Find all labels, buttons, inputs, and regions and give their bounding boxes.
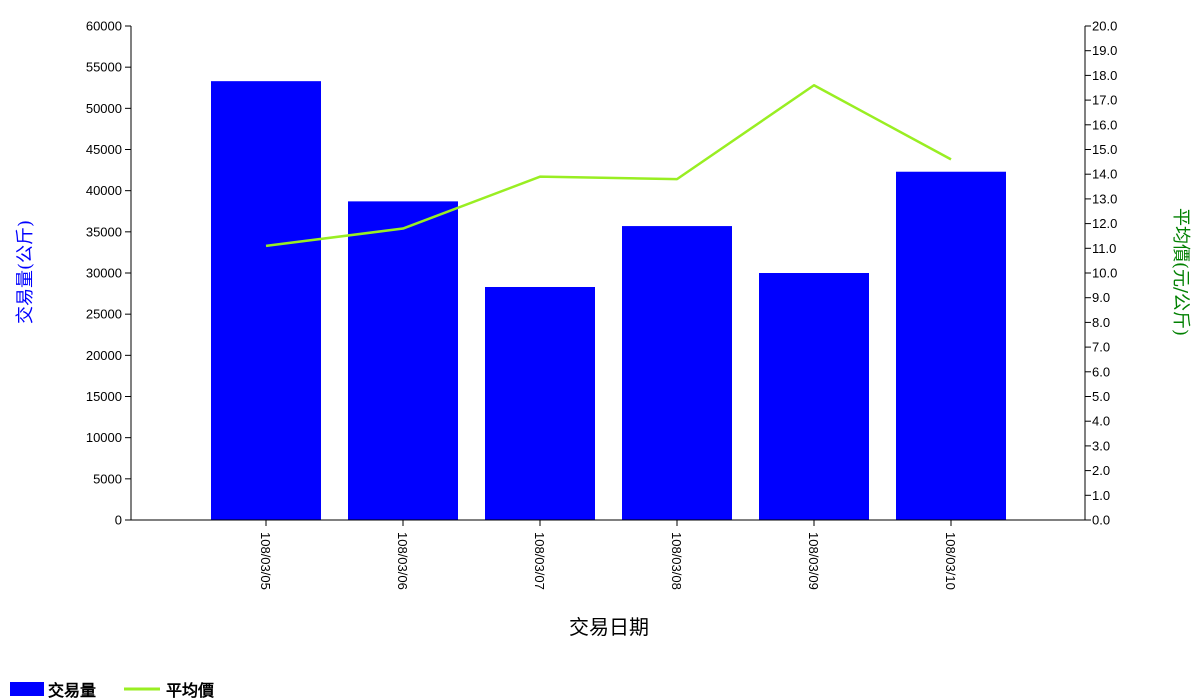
y-right-tick-label: 5.0	[1092, 389, 1110, 404]
legend-bar-label: 交易量	[48, 681, 96, 699]
y-right-tick-label: 19.0	[1092, 43, 1117, 58]
y-tick-label: 20000	[86, 348, 122, 363]
bar-108/03/08	[622, 226, 732, 520]
legend: 交易量 平均價	[10, 681, 215, 699]
price-line	[265, 84, 952, 248]
bar-108/03/05	[211, 81, 321, 520]
y-right-tick-label: 2.0	[1092, 463, 1110, 478]
y-tick-label: 25000	[86, 307, 122, 322]
bar-108/03/06	[348, 201, 458, 520]
y-right-tick-label: 15.0	[1092, 142, 1117, 157]
x-tick-label: 108/03/09	[806, 532, 821, 590]
y-right-tick-label: 8.0	[1092, 315, 1110, 330]
y-right-tick-label: 4.0	[1092, 414, 1110, 429]
y-right-tick-label: 1.0	[1092, 488, 1110, 503]
y-tick-label: 45000	[86, 142, 122, 157]
y-tick-label: 50000	[86, 101, 122, 116]
y-right-tick-label: 17.0	[1092, 93, 1117, 108]
y-right-tick-label: 7.0	[1092, 340, 1110, 355]
y-right-tick-label: 14.0	[1092, 167, 1117, 182]
y-axis-title: 交易量(公斤)	[15, 220, 36, 324]
y-right-tick-label: 20.0	[1092, 19, 1117, 34]
x-tick-label: 108/03/07	[532, 532, 547, 590]
y-tick-label: 10000	[86, 430, 122, 445]
y-tick-label: 5000	[93, 471, 122, 486]
y-right-tick-label: 9.0	[1092, 290, 1110, 305]
y-tick-label: 55000	[86, 60, 122, 75]
y-right-tick-label: 13.0	[1092, 191, 1117, 206]
y-right-tick-label: 12.0	[1092, 216, 1117, 231]
y-right-tick-label: 10.0	[1092, 266, 1117, 281]
y-right-tick-label: 11.0	[1092, 241, 1116, 256]
x-tick-label: 108/03/05	[258, 532, 273, 590]
y-tick-label: 0	[115, 513, 122, 528]
y-axis-right-title: 平均價(元/公斤)	[1170, 208, 1191, 336]
x-axis-title: 交易日期	[569, 615, 649, 639]
y-right-tick-label: 16.0	[1092, 117, 1117, 132]
y-tick-label: 40000	[86, 183, 122, 198]
y-tick-label: 30000	[86, 266, 122, 281]
y-right-tick-label: 3.0	[1092, 438, 1110, 453]
bars-layer	[211, 81, 1006, 521]
legend-line-label: 平均價	[166, 681, 215, 699]
legend-bar-swatch	[10, 682, 44, 696]
axes-layer: 0 5000 10000 15000 20000 25000 30000 35000 40000…	[86, 19, 1117, 590]
y-tick-label: 15000	[86, 389, 122, 404]
line-layer	[265, 84, 952, 248]
y-tick-label: 35000	[86, 224, 122, 239]
x-tick-label: 108/03/08	[669, 532, 684, 590]
y-right-tick-label: 6.0	[1092, 364, 1110, 379]
y-right-tick-label: 0.0	[1092, 513, 1110, 528]
y-tick-label: 60000	[86, 19, 122, 34]
x-tick-label: 108/03/06	[395, 532, 410, 590]
x-tick-label: 108/03/10	[943, 532, 958, 590]
bar-108/03/10	[896, 171, 1006, 521]
bar-108/03/07	[485, 286, 595, 520]
y-right-tick-label: 18.0	[1092, 68, 1117, 83]
bar-108/03/09	[759, 273, 869, 520]
